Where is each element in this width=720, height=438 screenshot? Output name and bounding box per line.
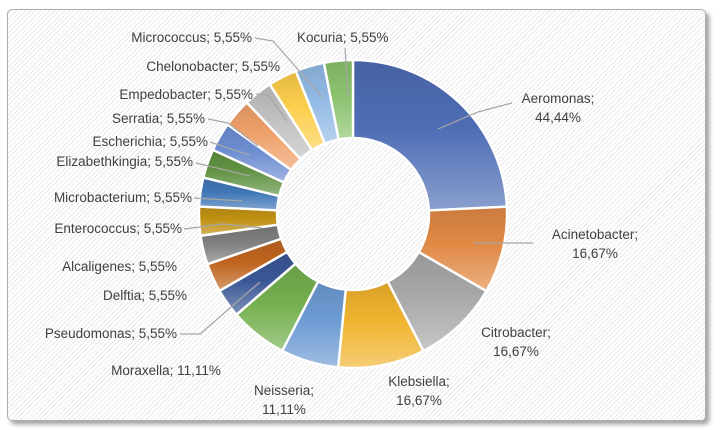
leader-line-pseudomonas <box>180 281 261 335</box>
leader-line-micrococcus <box>254 37 324 99</box>
leader-line-elizabethkingia <box>195 162 251 177</box>
slice-aeromonas <box>351 58 509 212</box>
leader-line-empedobacter <box>255 93 288 122</box>
slices-group <box>197 58 509 370</box>
leader-line-aeromonas <box>437 102 513 130</box>
leader-lines-group <box>180 37 533 335</box>
leader-line-serratia <box>207 118 259 147</box>
leader-line-kocuria <box>344 47 349 98</box>
leader-line-escherichia <box>209 141 251 156</box>
slice-kocuria <box>322 58 355 141</box>
leader-line-enterococcus <box>183 223 263 230</box>
leader-line-microbacterium <box>193 197 243 202</box>
